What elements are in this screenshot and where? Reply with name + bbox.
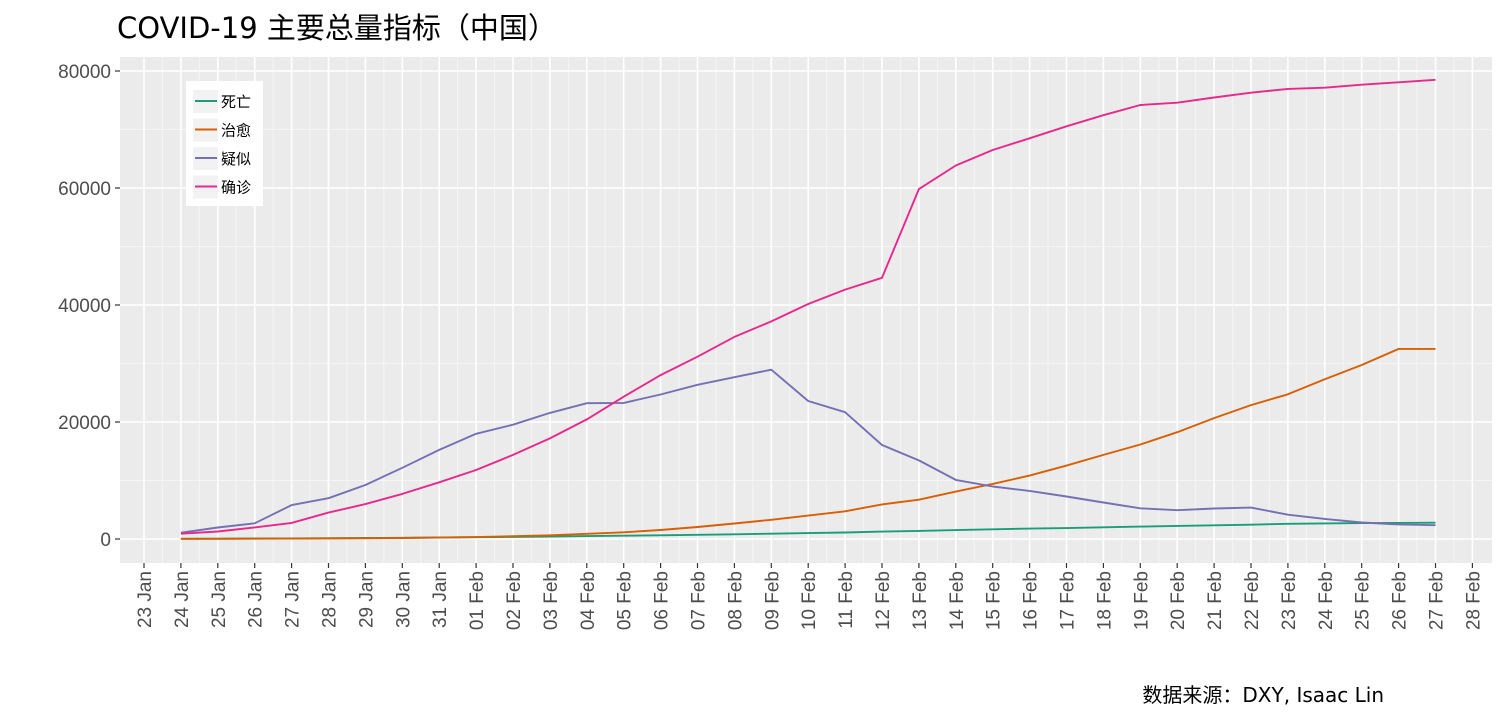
chart-caption: 数据来源：DXY, Isaac Lin — [1142, 683, 1384, 707]
x-tick-label: 27 Jan — [283, 571, 304, 628]
x-tick-label: 02 Feb — [504, 571, 525, 630]
grid-minor — [120, 57, 1492, 563]
x-tick-label: 05 Feb — [615, 571, 636, 630]
x-tick-label: 28 Jan — [320, 571, 341, 628]
x-tick-label: 08 Feb — [725, 571, 746, 630]
x-tick-label: 11 Feb — [836, 571, 857, 629]
x-tick-label: 07 Feb — [689, 571, 710, 630]
y-tick-label: 20000 — [58, 413, 111, 434]
x-tick-label: 03 Feb — [541, 571, 562, 630]
chart-title: COVID-19 主要总量指标（中国） — [117, 11, 557, 45]
series-line-确诊 — [180, 78, 1436, 535]
x-tick-label: 13 Feb — [910, 571, 931, 630]
legend-label: 治愈 — [221, 122, 251, 140]
x-tick-label: 25 Jan — [209, 571, 230, 628]
x-tick-label: 19 Feb — [1131, 571, 1152, 630]
x-tick-label: 31 Jan — [430, 571, 451, 628]
x-tick-label: 15 Feb — [984, 571, 1005, 630]
x-tick-label: 23 Feb — [1279, 571, 1300, 630]
x-tick-label: 18 Feb — [1094, 571, 1115, 630]
x-tick-label: 25 Feb — [1353, 571, 1374, 630]
x-tick-label: 06 Feb — [652, 571, 673, 630]
x-tick-label: 17 Feb — [1058, 571, 1079, 630]
series-lines — [180, 78, 1436, 540]
x-tick-label: 16 Feb — [1021, 571, 1042, 630]
x-tick-label: 24 Jan — [172, 571, 193, 628]
x-tick-label: 28 Feb — [1463, 571, 1484, 630]
legend-label: 疑似 — [221, 150, 251, 168]
x-tick-label: 10 Feb — [799, 571, 820, 630]
y-tick-label: 40000 — [58, 296, 111, 317]
x-tick-label: 20 Feb — [1168, 571, 1189, 630]
x-tick-label: 14 Feb — [947, 571, 968, 630]
x-tick-label: 22 Feb — [1242, 571, 1263, 630]
x-tick-label: 09 Feb — [762, 571, 783, 630]
x-axis: 23 Jan 24 Jan 25 Jan 26 Jan 27 Jan 28 Jan 29 J… — [135, 563, 1484, 630]
x-tick-label: 26 Feb — [1390, 571, 1411, 630]
x-tick-label: 29 Jan — [356, 571, 377, 628]
x-tick-label: 01 Feb — [467, 571, 488, 630]
y-axis: 0 20000 40000 60000 80000 — [58, 62, 120, 551]
y-tick-label: 0 — [100, 530, 111, 551]
series-line-治愈 — [180, 347, 1436, 540]
y-tick-label: 60000 — [58, 179, 111, 200]
legend-label: 死亡 — [221, 93, 251, 111]
x-tick-label: 26 Jan — [246, 571, 267, 628]
legend-label: 确诊 — [221, 179, 251, 197]
x-tick-label: 27 Feb — [1427, 571, 1448, 630]
x-tick-label: 30 Jan — [393, 571, 414, 628]
x-tick-label: 24 Feb — [1316, 571, 1337, 630]
y-tick-label: 80000 — [58, 62, 111, 83]
grid-major — [120, 57, 1492, 563]
series-line-疑似 — [180, 368, 1436, 534]
x-tick-label: 23 Jan — [135, 571, 156, 628]
x-tick-label: 12 Feb — [873, 571, 894, 630]
x-tick-label: 21 Feb — [1205, 571, 1226, 630]
x-tick-label: 04 Feb — [578, 571, 599, 630]
plot-panel — [120, 57, 1492, 563]
